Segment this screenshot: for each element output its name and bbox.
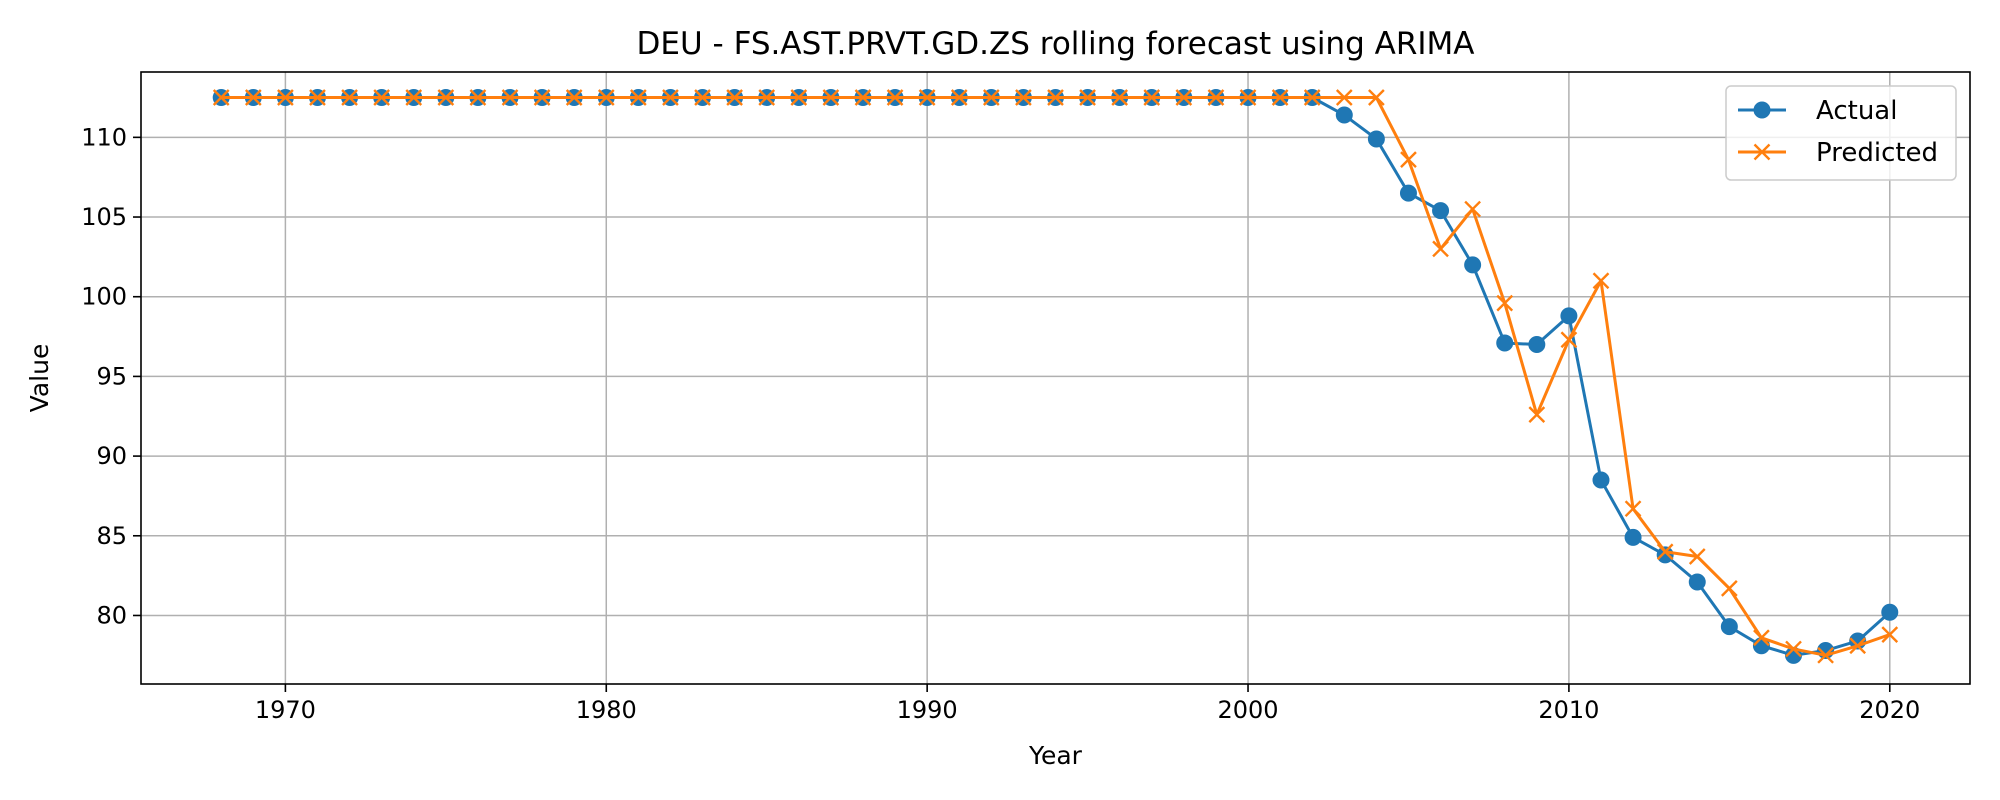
data-point <box>212 89 230 106</box>
data-point <box>1881 626 1899 643</box>
data-point <box>373 89 391 106</box>
data-point <box>726 89 743 106</box>
legend: Actual Predicted <box>1725 85 1957 181</box>
data-point <box>1720 618 1738 636</box>
data-point <box>1592 471 1610 489</box>
data-point <box>1335 89 1353 106</box>
data-point <box>309 89 326 106</box>
axes-frame <box>140 71 1971 685</box>
data-point <box>437 89 455 106</box>
y-tick-label: 100 <box>81 283 127 311</box>
x-axis-label: Year <box>1028 741 1083 770</box>
data-point <box>1368 89 1385 106</box>
data-point <box>1111 89 1129 106</box>
data-point <box>565 89 583 106</box>
legend-entry: Actual <box>1738 96 1897 126</box>
data-point <box>405 89 423 106</box>
data-point <box>1688 548 1706 565</box>
data-point <box>1753 629 1770 647</box>
data-point <box>1720 580 1738 597</box>
data-point <box>1175 89 1193 106</box>
x-tick-label: 2020 <box>1859 696 1920 724</box>
series-layer <box>212 89 1899 664</box>
data-point <box>918 89 936 106</box>
data-point <box>1367 130 1385 148</box>
y-tick-label: 90 <box>96 442 127 470</box>
data-point <box>1143 89 1161 106</box>
data-point <box>1432 240 1449 258</box>
data-point <box>1047 89 1064 106</box>
data-point <box>1432 202 1450 220</box>
data-point <box>341 89 358 106</box>
data-point <box>1592 272 1610 290</box>
x-tick-label: 1980 <box>576 696 637 724</box>
y-tick-label: 80 <box>96 601 127 629</box>
x-tick-label: 2010 <box>1538 696 1599 724</box>
data-point <box>630 89 647 106</box>
data-point <box>1400 151 1417 169</box>
data-point <box>982 89 1000 106</box>
data-point <box>662 89 679 106</box>
data-point <box>854 89 872 106</box>
y-tick-label: 110 <box>81 123 127 151</box>
data-point <box>1239 89 1257 106</box>
y-tick-label: 85 <box>96 522 127 550</box>
data-point <box>1528 336 1546 354</box>
data-point <box>1496 334 1514 352</box>
x-tick-label: 1970 <box>255 696 316 724</box>
data-point <box>886 89 904 106</box>
series-predicted <box>212 89 1899 664</box>
data-point <box>277 89 294 106</box>
legend-label: Predicted <box>1816 138 1938 168</box>
data-point <box>790 89 808 106</box>
data-point <box>1624 528 1642 546</box>
data-point <box>469 89 487 106</box>
data-point <box>1849 637 1867 655</box>
data-point <box>1464 256 1482 274</box>
y-tick-label: 105 <box>81 203 127 231</box>
x-tick-label: 1990 <box>897 696 958 724</box>
data-point <box>822 89 840 106</box>
legend-label: Actual <box>1816 96 1897 126</box>
data-point <box>1464 200 1481 218</box>
data-point <box>501 89 519 106</box>
data-point <box>1624 500 1642 518</box>
data-point <box>1015 89 1032 106</box>
data-point <box>1881 603 1899 621</box>
data-point <box>1271 89 1289 106</box>
data-point <box>694 89 711 106</box>
chart-title: DEU - FS.AST.PRVT.GD.ZS rolling forecast… <box>637 26 1475 62</box>
data-point <box>758 89 776 106</box>
data-point <box>1656 543 1674 561</box>
ticks: 1970 1980 1990 2000 2010 2020 80 85 90 95 100 105 11… <box>81 123 1920 724</box>
data-point <box>1785 640 1802 658</box>
data-point <box>597 89 615 106</box>
legend-entry: Predicted <box>1738 138 1938 168</box>
data-point <box>1528 406 1546 424</box>
data-point <box>1817 646 1834 664</box>
y-axis-label: Value <box>25 344 54 413</box>
legend-marker <box>1753 101 1771 119</box>
data-point <box>950 89 968 106</box>
data-point <box>1303 89 1321 106</box>
data-point <box>1496 294 1514 312</box>
data-point <box>533 89 551 106</box>
data-point <box>1688 573 1706 591</box>
data-point <box>244 89 262 106</box>
data-point <box>1560 331 1578 349</box>
data-point <box>1207 89 1225 106</box>
data-point <box>1079 89 1096 106</box>
data-point <box>1399 184 1417 202</box>
x-tick-label: 2000 <box>1217 696 1278 724</box>
y-tick-label: 95 <box>96 362 127 390</box>
legend-marker <box>1753 143 1771 161</box>
data-point <box>1335 106 1353 124</box>
data-point <box>1560 307 1578 325</box>
